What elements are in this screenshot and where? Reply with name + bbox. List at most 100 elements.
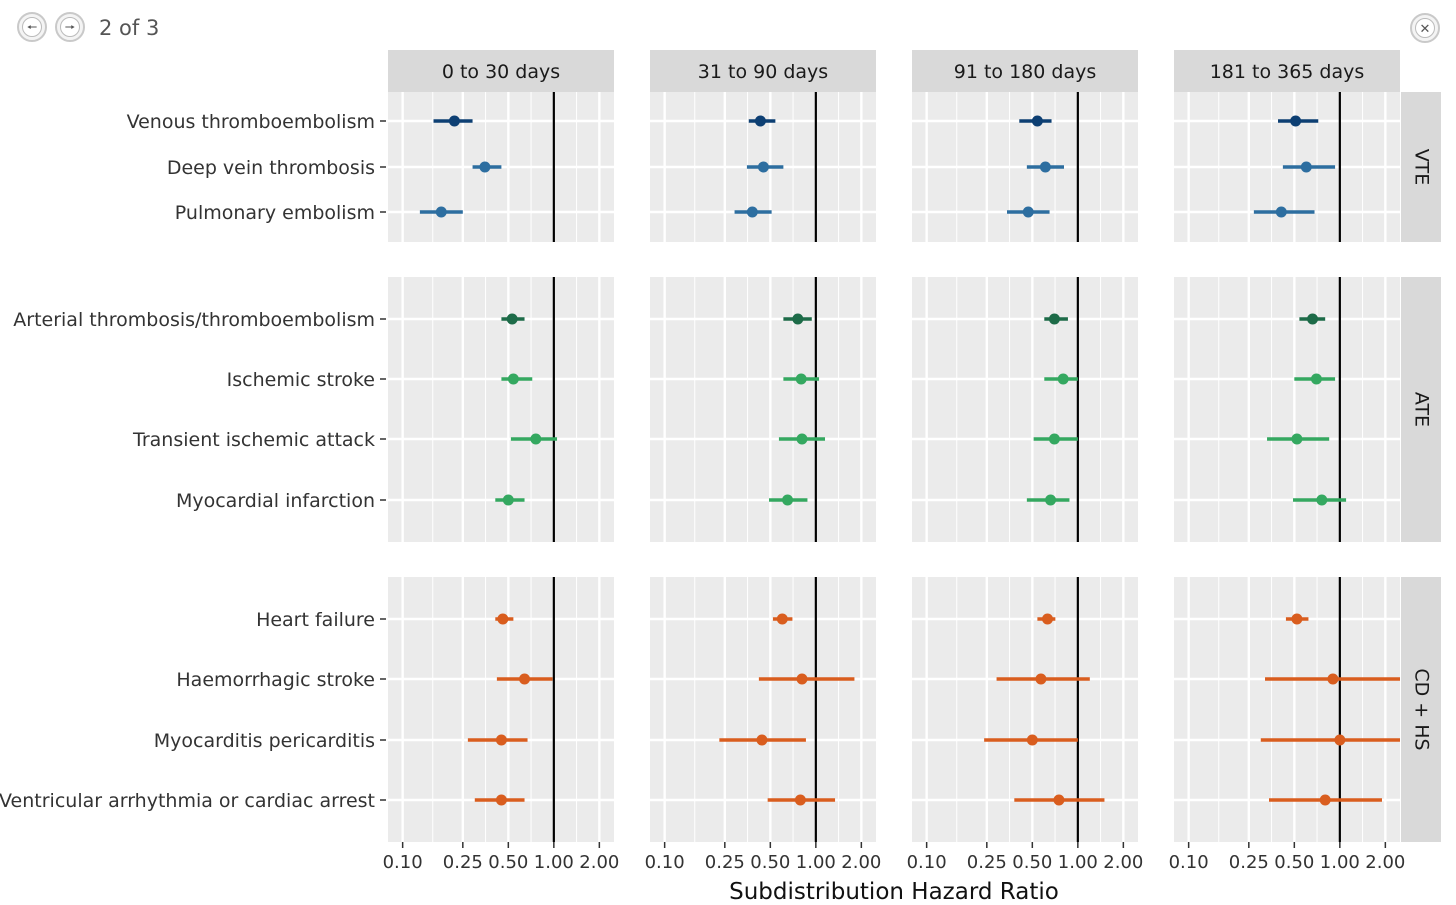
point-estimate (1307, 313, 1319, 325)
y-tick-label: Heart failure (256, 609, 375, 631)
row-strip-label: CD + HS (1411, 668, 1433, 750)
point-estimate (506, 313, 518, 325)
column-strip (912, 50, 1138, 92)
point-estimate (796, 433, 808, 445)
y-tick-label: Arterial thrombosis/thromboembolism (13, 309, 375, 331)
y-tick-label: Myocardial infarction (176, 490, 375, 512)
y-tick-label: Haemorrhagic stroke (176, 669, 375, 691)
column-strip (1174, 50, 1400, 92)
point-estimate (1042, 613, 1054, 625)
x-tick-label: 0.10 (645, 852, 685, 873)
point-estimate (1048, 433, 1060, 445)
y-tick-label: Deep vein thrombosis (167, 157, 375, 179)
point-estimate (756, 734, 768, 746)
panel-background (1174, 277, 1400, 542)
point-estimate (1310, 373, 1322, 385)
point-estimate (1316, 494, 1328, 506)
point-estimate (776, 613, 788, 625)
x-tick-label: 0.25 (1229, 852, 1269, 873)
column-strip (388, 50, 614, 92)
point-estimate (1057, 373, 1069, 385)
point-estimate (1319, 794, 1331, 806)
x-tick-label: 0.50 (1012, 852, 1052, 873)
point-estimate (1327, 673, 1339, 685)
column-strip-label: 181 to 365 days (1210, 61, 1365, 83)
close-icon: ✕ (1415, 18, 1435, 38)
row-strip (1401, 92, 1441, 242)
point-estimate (507, 373, 519, 385)
panel-background (912, 577, 1138, 842)
next-button[interactable]: 🠖 (55, 12, 85, 42)
x-tick-label: 2.00 (1365, 852, 1405, 873)
x-tick-label: 2.00 (579, 852, 619, 873)
y-tick-label: Ischemic stroke (227, 369, 375, 391)
point-estimate (1039, 161, 1051, 173)
point-estimate (746, 206, 758, 218)
x-tick-label: 1.00 (1320, 852, 1360, 873)
panel-background (650, 277, 876, 542)
point-estimate (782, 494, 794, 506)
close-button[interactable]: ✕ (1410, 13, 1440, 43)
column-strip-label: 91 to 180 days (954, 61, 1096, 83)
panel-background (650, 577, 876, 842)
point-estimate (502, 494, 514, 506)
point-estimate (448, 115, 460, 127)
point-estimate (497, 613, 509, 625)
point-estimate (757, 161, 769, 173)
point-estimate (1022, 206, 1034, 218)
previous-button[interactable]: 🠔 (17, 12, 47, 42)
row-strip-label: ATE (1411, 392, 1433, 427)
point-estimate (1300, 161, 1312, 173)
point-estimate (1031, 115, 1043, 127)
x-tick-label: 0.10 (907, 852, 947, 873)
point-estimate (754, 115, 766, 127)
arrow-left-icon: 🠔 (22, 17, 42, 37)
column-strip-label: 31 to 90 days (698, 61, 828, 83)
point-estimate (1291, 433, 1303, 445)
row-strip (1401, 577, 1441, 842)
point-estimate (795, 373, 807, 385)
point-estimate (1334, 734, 1346, 746)
x-axis-title: Subdistribution Hazard Ratio (729, 879, 1059, 905)
x-tick-label: 1.00 (534, 852, 574, 873)
point-estimate (1026, 734, 1038, 746)
y-tick-label: Transient ischemic attack (132, 429, 375, 451)
panel-background (1174, 577, 1400, 842)
point-estimate (796, 673, 808, 685)
point-estimate (1053, 794, 1065, 806)
viewer-toolbar: 🠔 🠖 2 of 3 ✕ (0, 0, 1456, 56)
point-estimate (1291, 613, 1303, 625)
point-estimate (495, 734, 507, 746)
x-tick-label: 0.50 (488, 852, 528, 873)
point-estimate (1275, 206, 1287, 218)
x-tick-label: 1.00 (796, 852, 836, 873)
x-tick-label: 0.10 (383, 852, 423, 873)
y-tick-label: Pulmonary embolism (175, 202, 375, 224)
column-strip (650, 50, 876, 92)
x-tick-label: 0.50 (1274, 852, 1314, 873)
point-estimate (1048, 313, 1060, 325)
point-estimate (1045, 494, 1057, 506)
point-estimate (1290, 115, 1302, 127)
point-estimate (530, 433, 542, 445)
column-strip-label: 0 to 30 days (442, 61, 560, 83)
y-tick-label: Ventricular arrhythmia or cardiac arrest (0, 790, 375, 812)
y-tick-label: Myocarditis pericarditis (154, 730, 375, 752)
x-tick-label: 0.25 (443, 852, 483, 873)
point-estimate (479, 161, 491, 173)
point-estimate (792, 313, 804, 325)
panel-background (388, 277, 614, 542)
x-tick-label: 2.00 (841, 852, 881, 873)
arrow-right-icon: 🠖 (60, 17, 80, 37)
point-estimate (435, 206, 447, 218)
point-estimate (794, 794, 806, 806)
page-counter: 2 of 3 (99, 16, 160, 40)
row-strip (1401, 277, 1441, 542)
point-estimate (495, 794, 507, 806)
row-strip-label: VTE (1411, 149, 1433, 186)
point-estimate (519, 673, 531, 685)
x-tick-label: 0.25 (705, 852, 745, 873)
x-tick-label: 0.50 (750, 852, 790, 873)
x-tick-label: 0.10 (1169, 852, 1209, 873)
